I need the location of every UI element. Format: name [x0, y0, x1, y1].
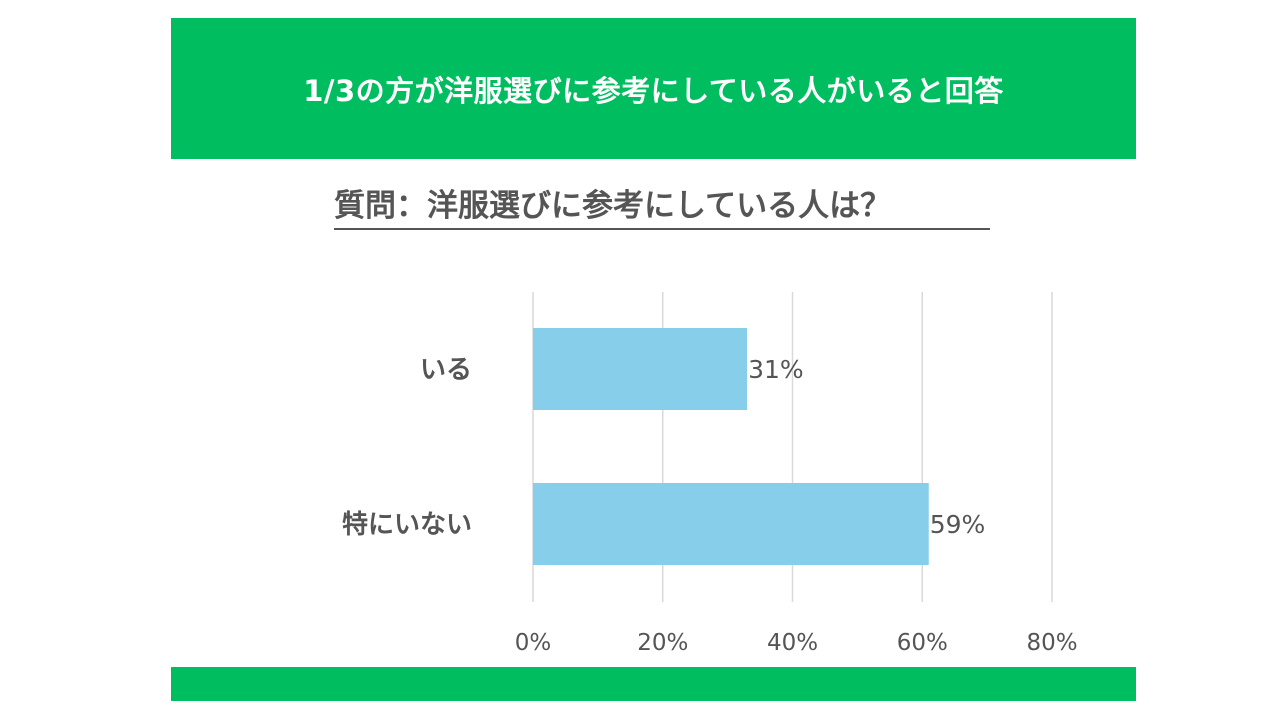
bar-chart: いる 31% 特にいない 59% 0% 20% 40% 60% 80% [342, 292, 1078, 656]
x-tick-label-60: 60% [897, 630, 948, 656]
footer-band [171, 667, 1136, 701]
x-tick-label-80: 80% [1026, 630, 1077, 656]
category-label-1: 特にいない [342, 509, 472, 540]
value-label-1: 59% [930, 510, 986, 539]
bar-1 [533, 483, 929, 565]
page-title: 1/3の方が洋服選びに参考にしている人がいると回答 [303, 73, 1004, 108]
category-label-0: いる [420, 355, 472, 385]
question-heading: 質問：洋服選びに参考にしている人は？ [334, 186, 990, 230]
value-label-0: 31% [748, 355, 804, 384]
x-tick-label-20: 20% [637, 630, 688, 656]
x-tick-label-0: 0% [515, 630, 552, 656]
header-band: 1/3の方が洋服選びに参考にしている人がいると回答 [171, 18, 1136, 159]
x-tick-label-40: 40% [767, 630, 818, 656]
bar-0 [533, 328, 748, 410]
